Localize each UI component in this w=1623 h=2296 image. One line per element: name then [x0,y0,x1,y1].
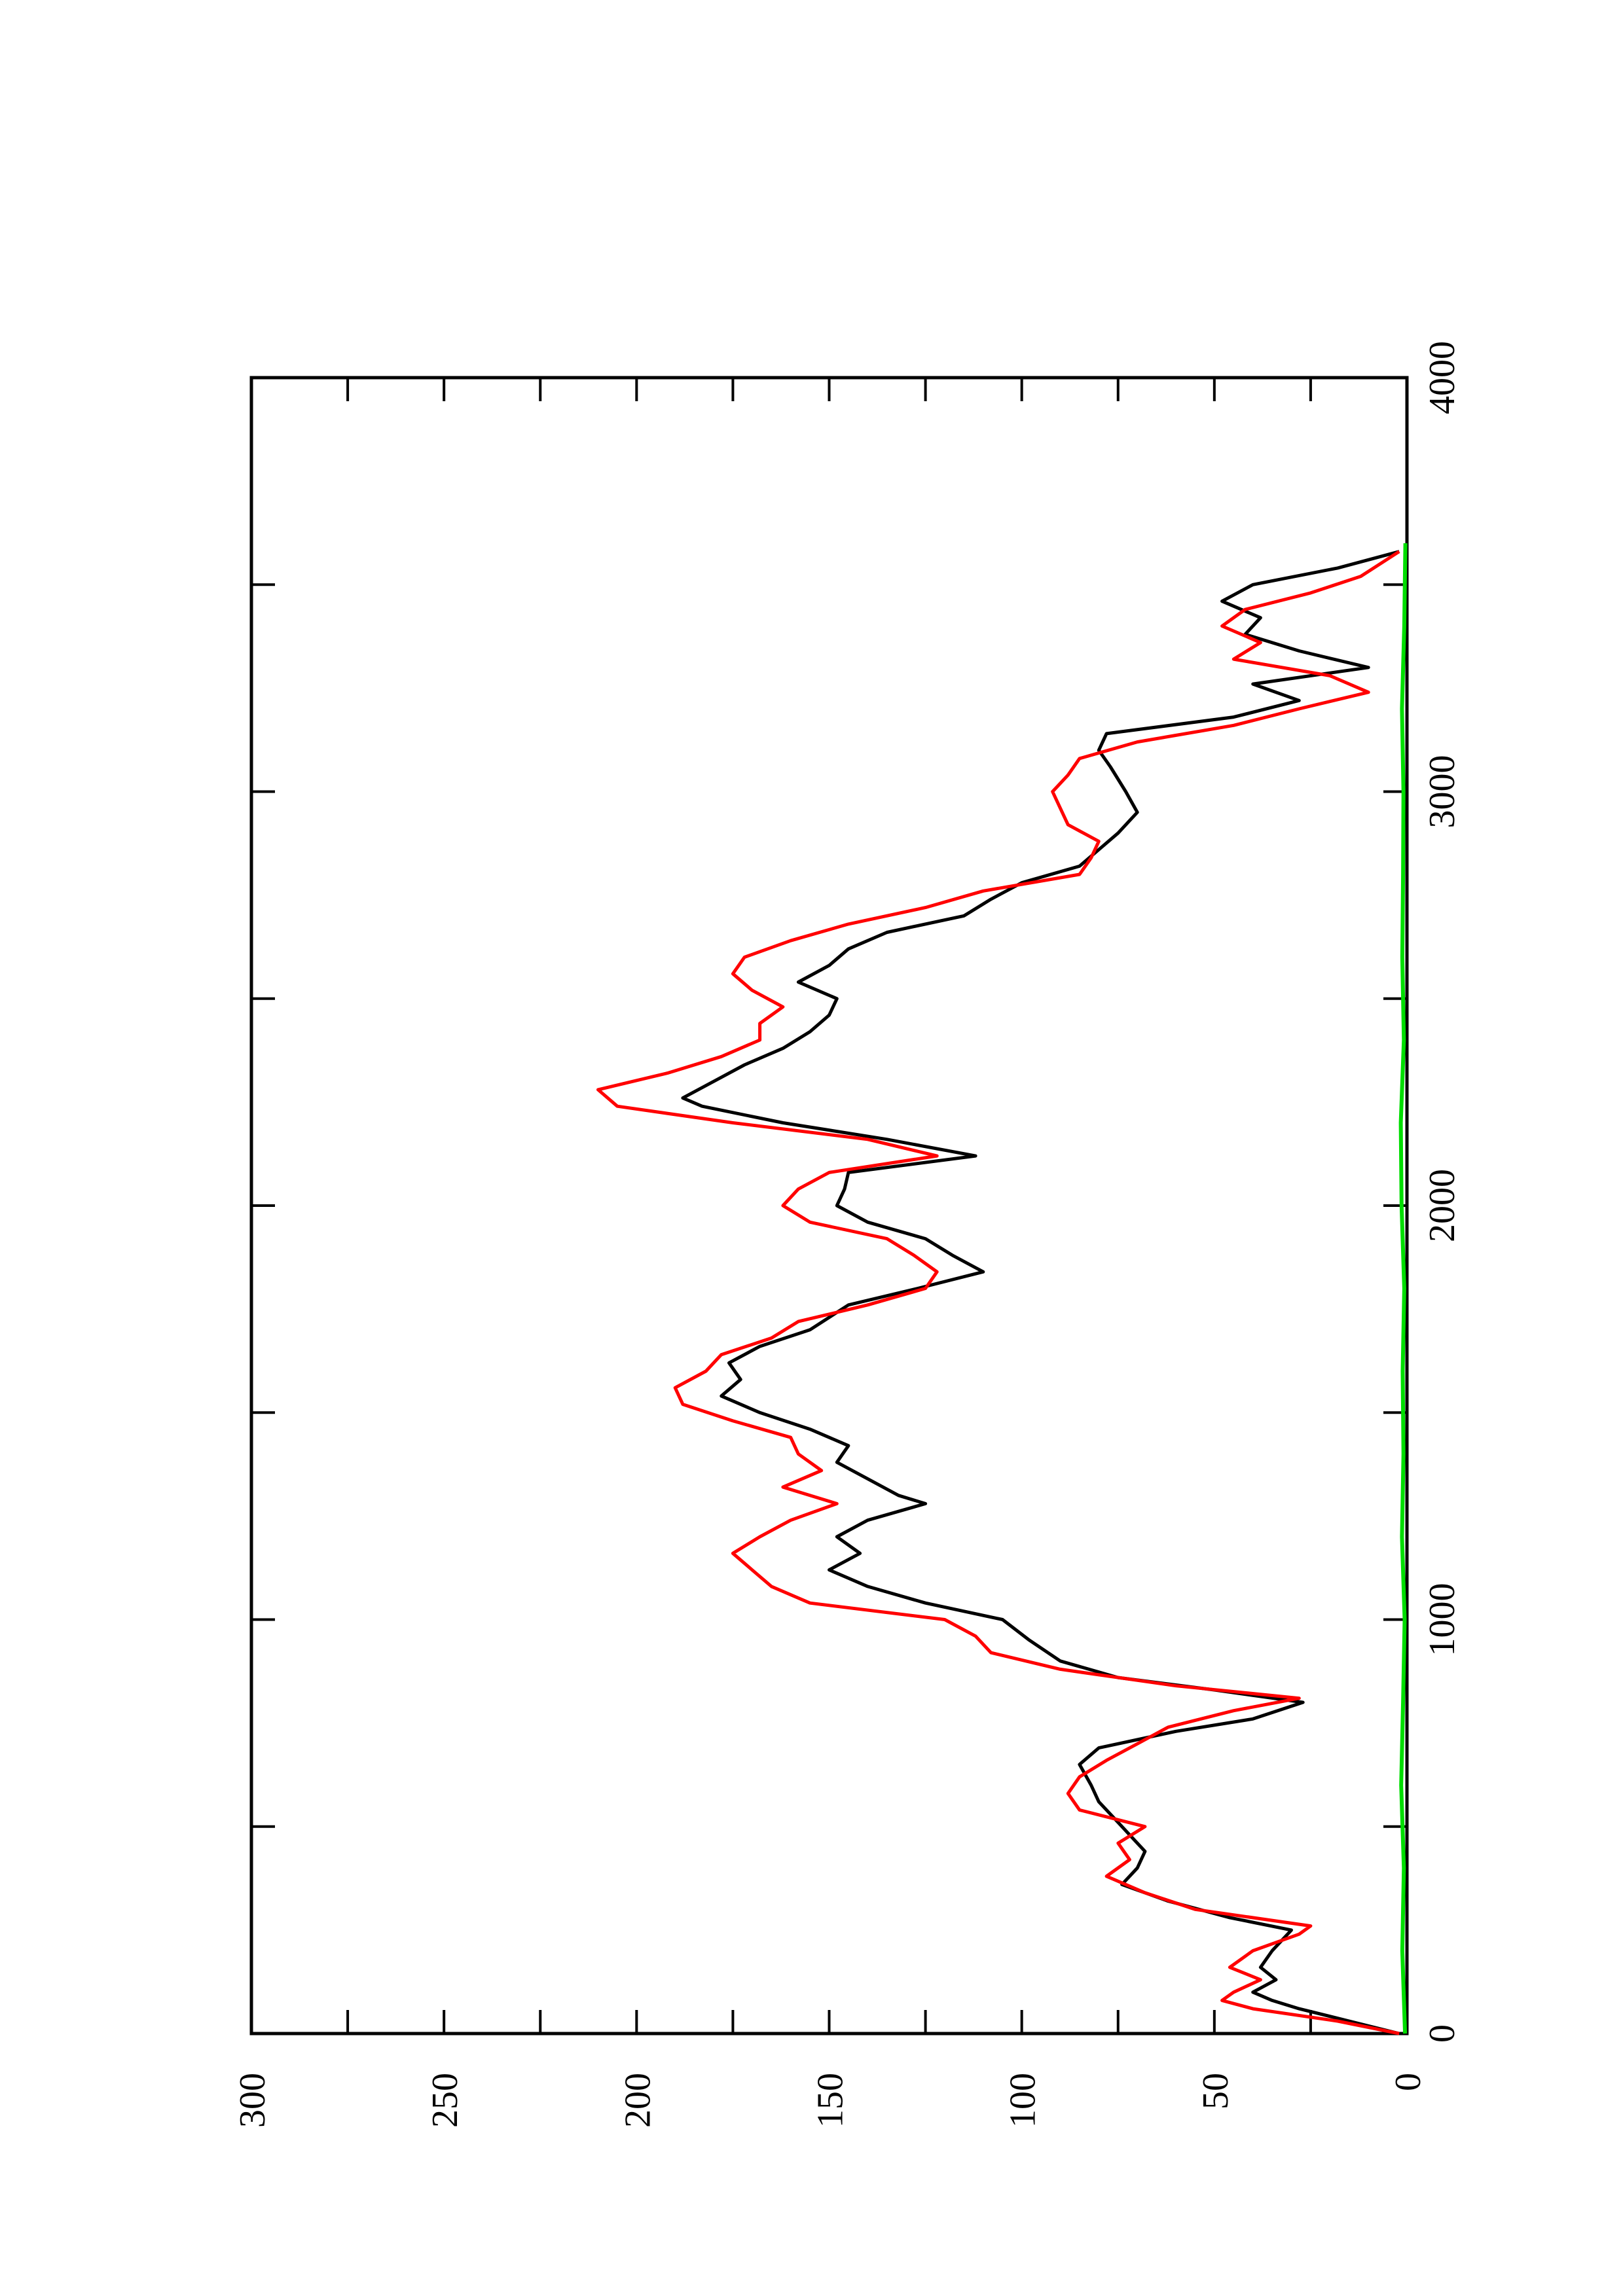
x-tick-label: 1000 [1422,1583,1463,1657]
y-tick-label: 150 [811,2073,851,2128]
y-tick-label: 250 [425,2073,465,2128]
series-lines [596,543,1408,2036]
y-tick-label: 300 [232,2073,273,2128]
series-line-3 [1398,543,1408,2034]
x-tick-label: 4000 [1422,341,1463,414]
y-tick-label: 100 [1003,2073,1044,2128]
series-line-1 [681,550,1400,2036]
y-tick-label: 200 [617,2073,658,2128]
tick-labels: 0 1000 2000 3000 4000 0 50 100 150 200 250 300 [232,341,1463,2128]
y-tick-label: 0 [1388,2073,1429,2091]
series-line-2 [596,550,1400,2036]
x-tick-label: 3000 [1422,755,1463,829]
x-tick-label: 0 [1422,2024,1463,2043]
y-tick-label: 50 [1195,2073,1236,2109]
x-tick-label: 2000 [1422,1169,1463,1242]
